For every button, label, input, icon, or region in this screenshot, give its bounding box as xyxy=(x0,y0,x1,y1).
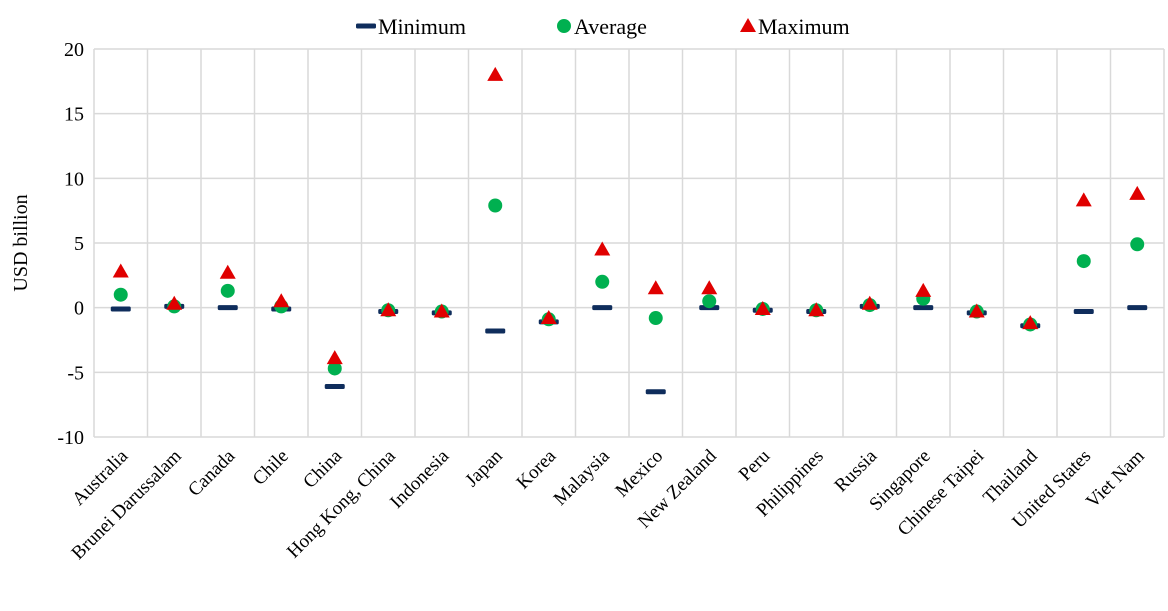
maximum-point xyxy=(433,303,450,318)
maximum-point xyxy=(647,280,664,295)
maximum-point xyxy=(1075,192,1092,207)
x-tick-label: Viet Nam xyxy=(1082,446,1149,513)
y-tick-label: 20 xyxy=(64,39,84,61)
maximum-point xyxy=(166,295,183,310)
x-tick-label: Canada xyxy=(184,445,240,501)
maximum-point xyxy=(380,302,397,317)
minimum-point xyxy=(913,305,934,311)
x-tick-label: Indonesia xyxy=(386,445,453,512)
y-axis-title: USD billion xyxy=(10,194,32,291)
maximum-point xyxy=(112,263,129,278)
maximum-point xyxy=(487,66,504,81)
average-point xyxy=(113,287,128,302)
legend: Minimum Average Maximum xyxy=(356,14,850,39)
y-tick-label: 10 xyxy=(64,168,84,190)
maximum-point xyxy=(808,302,825,317)
legend-label: Minimum xyxy=(378,14,466,39)
minimum-point xyxy=(110,306,131,312)
minimum-point xyxy=(485,328,506,334)
x-tick-label: Japan xyxy=(461,445,507,491)
average-point xyxy=(648,311,663,326)
y-tick-label: -5 xyxy=(67,362,84,384)
x-tick-label: China xyxy=(299,445,346,492)
minimum-point xyxy=(592,305,613,311)
y-tick-label: -10 xyxy=(57,427,84,449)
minimum-legend-icon xyxy=(356,23,376,29)
maximum-point xyxy=(540,310,557,325)
gridlines xyxy=(93,48,1165,438)
maximum-point xyxy=(326,350,343,365)
data-points xyxy=(110,66,1148,395)
maximum-point xyxy=(1022,315,1039,330)
average-point xyxy=(1076,254,1091,269)
y-axis-ticks: -10 -5 0 5 10 15 20 xyxy=(57,39,84,449)
average-point xyxy=(1130,237,1145,252)
y-tick-label: 5 xyxy=(74,233,84,255)
minimum-point xyxy=(324,384,345,390)
average-point xyxy=(327,361,342,376)
y-tick-label: 0 xyxy=(74,298,84,320)
legend-label: Average xyxy=(574,14,647,39)
maximum-point xyxy=(219,264,236,279)
maximum-point xyxy=(915,282,932,297)
x-tick-label: Russia xyxy=(831,445,882,496)
minimum-point xyxy=(1127,305,1148,311)
average-point xyxy=(220,283,235,298)
x-tick-label: Peru xyxy=(735,445,775,485)
maximum-point xyxy=(861,295,878,310)
x-tick-label: Korea xyxy=(513,445,561,493)
x-tick-label: Chile xyxy=(249,446,293,490)
maximum-point xyxy=(968,303,985,318)
legend-label: Maximum xyxy=(758,14,850,39)
maximum-point xyxy=(701,280,718,295)
maximum-point xyxy=(273,293,290,308)
minimum-point xyxy=(1073,309,1094,315)
maximum-point xyxy=(594,241,611,256)
average-point xyxy=(702,294,717,309)
minimum-point xyxy=(217,305,238,311)
minimum-point xyxy=(645,389,666,395)
x-tick-label: Malaysia xyxy=(550,445,614,509)
average-legend-icon xyxy=(557,19,571,33)
average-point xyxy=(595,274,610,289)
maximum-point xyxy=(1129,185,1146,200)
average-point xyxy=(488,198,503,213)
maximum-point xyxy=(754,300,771,315)
maximum-legend-icon xyxy=(740,18,756,32)
y-tick-label: 15 xyxy=(64,104,84,126)
